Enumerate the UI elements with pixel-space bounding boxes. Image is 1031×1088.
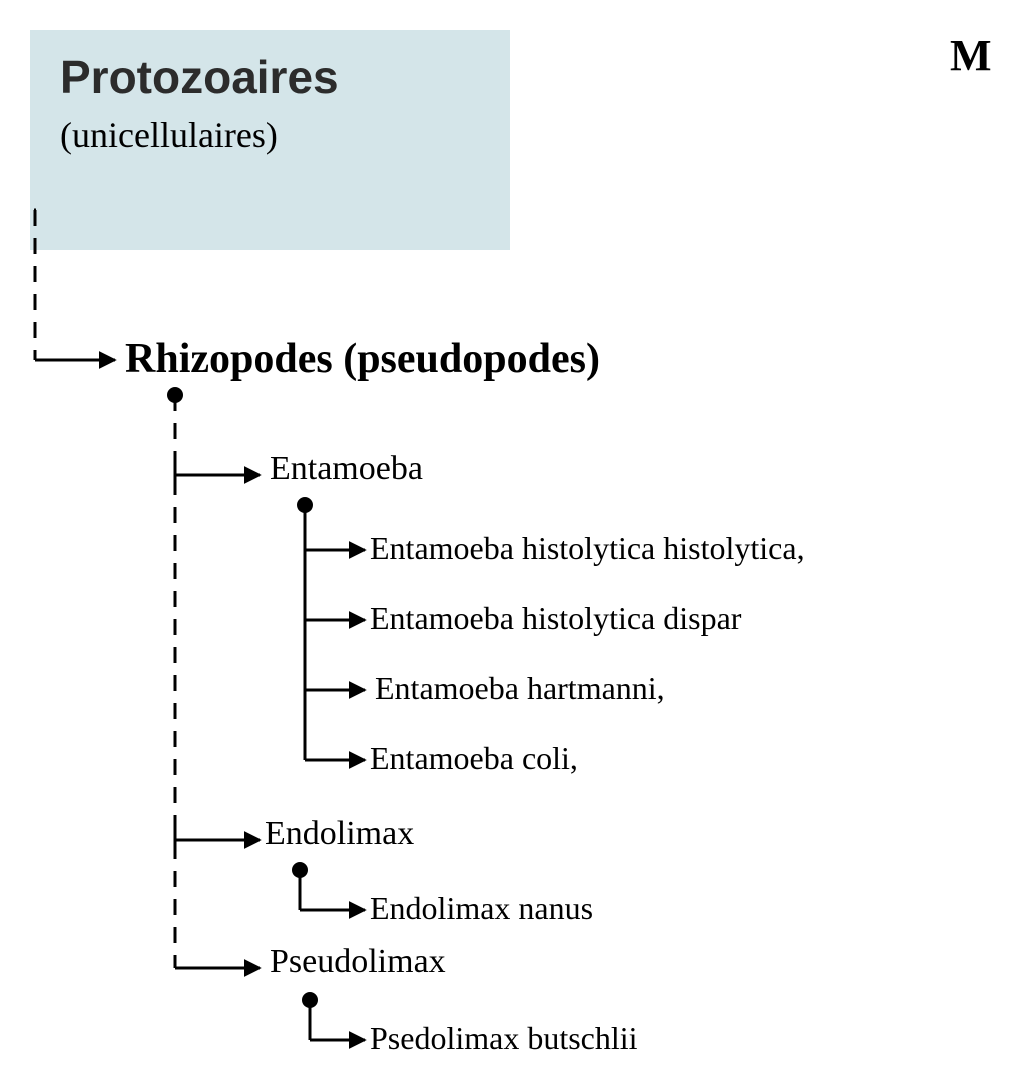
leaf-entamoeba-0: Entamoeba histolytica histolytica, xyxy=(370,530,805,567)
corner-label: M xyxy=(950,30,992,81)
node-rhizopodes: Rhizopodes (pseudopodes) xyxy=(125,335,600,383)
leaf-entamoeba-3: Entamoeba coli, xyxy=(370,740,578,777)
root-box: Protozoaires (unicellulaires) xyxy=(30,30,510,250)
leaf-entamoeba-2: Entamoeba hartmanni, xyxy=(375,670,665,707)
node-pseudolimax: Pseudolimax xyxy=(270,943,446,981)
node-endolimax: Endolimax xyxy=(265,815,414,853)
leaf-pseudolimax-0: Psedolimax butschlii xyxy=(370,1020,638,1057)
node-entamoeba: Entamoeba xyxy=(270,450,423,488)
leaf-endolimax-0: Endolimax nanus xyxy=(370,890,593,927)
root-title: Protozoaires xyxy=(60,50,480,104)
diagram-canvas: M Protozoaires (unicellulaires) Rhizopod… xyxy=(0,0,1031,1088)
root-subtitle: (unicellulaires) xyxy=(60,114,480,156)
leaf-entamoeba-1: Entamoeba histolytica dispar xyxy=(370,600,741,637)
